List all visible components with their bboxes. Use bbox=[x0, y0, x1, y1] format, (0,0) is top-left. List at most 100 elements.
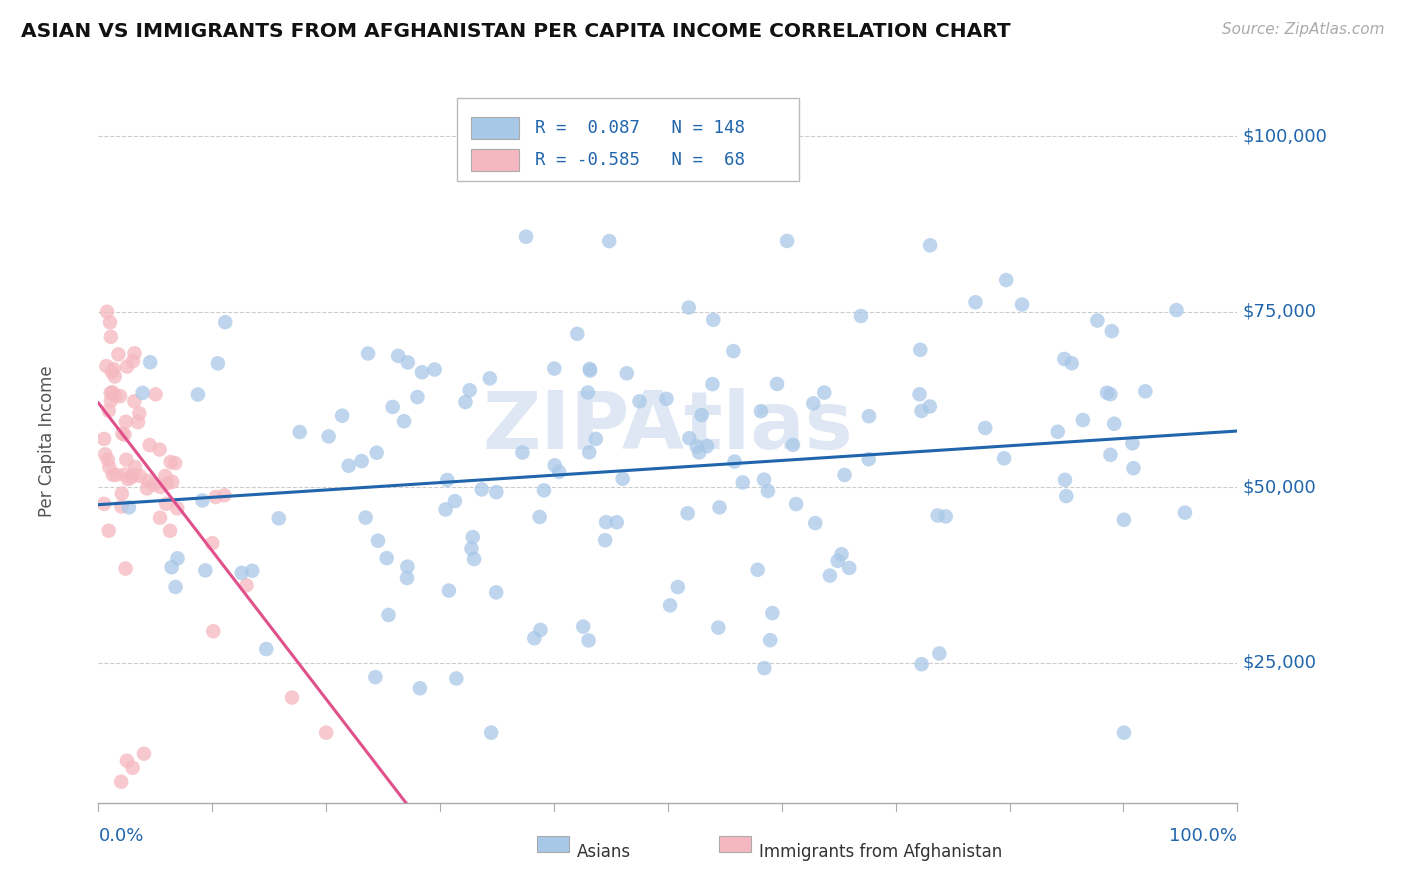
Point bbox=[485, 485, 508, 500]
Point bbox=[337, 458, 360, 473]
Point bbox=[702, 313, 724, 327]
Point bbox=[834, 467, 856, 482]
Point bbox=[754, 661, 776, 675]
Point bbox=[114, 561, 136, 575]
Point bbox=[214, 315, 236, 329]
Point bbox=[110, 774, 132, 789]
Point bbox=[191, 493, 214, 508]
Point bbox=[160, 560, 183, 574]
Point bbox=[731, 475, 754, 490]
Text: 0.0%: 0.0% bbox=[98, 828, 143, 846]
Point bbox=[1102, 417, 1125, 431]
Text: ZIPAtlas: ZIPAtlas bbox=[482, 388, 853, 467]
Point bbox=[145, 387, 167, 401]
Point bbox=[392, 414, 415, 428]
Point bbox=[785, 497, 807, 511]
Point bbox=[354, 510, 377, 524]
Point bbox=[114, 427, 136, 442]
Point bbox=[595, 515, 617, 529]
Point bbox=[572, 619, 595, 633]
Point bbox=[688, 445, 710, 459]
Point bbox=[201, 536, 224, 550]
Point bbox=[458, 383, 481, 397]
Point bbox=[214, 488, 236, 502]
Point bbox=[1099, 448, 1122, 462]
Point bbox=[723, 454, 745, 468]
Point bbox=[512, 445, 534, 459]
Point bbox=[676, 506, 699, 520]
Point bbox=[1054, 489, 1077, 503]
Point bbox=[678, 301, 700, 315]
Point bbox=[579, 363, 602, 377]
Point bbox=[776, 234, 799, 248]
Point bbox=[132, 747, 155, 761]
Point bbox=[910, 343, 932, 357]
Point bbox=[995, 273, 1018, 287]
Point bbox=[142, 477, 165, 491]
Text: Asians: Asians bbox=[576, 843, 631, 861]
Point bbox=[578, 633, 600, 648]
Point bbox=[411, 365, 433, 379]
Point bbox=[659, 599, 682, 613]
Point bbox=[115, 359, 138, 374]
Point bbox=[628, 394, 651, 409]
Point bbox=[367, 533, 389, 548]
Point bbox=[723, 344, 745, 359]
Point bbox=[121, 761, 143, 775]
Point bbox=[1112, 513, 1135, 527]
Point bbox=[315, 725, 337, 739]
Point bbox=[166, 501, 188, 516]
Point bbox=[139, 355, 162, 369]
Point bbox=[124, 346, 146, 360]
Point bbox=[479, 725, 502, 739]
Point bbox=[804, 516, 827, 530]
Point bbox=[858, 452, 880, 467]
Point bbox=[114, 415, 136, 429]
Point bbox=[974, 421, 997, 435]
Text: 100.0%: 100.0% bbox=[1170, 828, 1237, 846]
Point bbox=[463, 552, 485, 566]
Point bbox=[138, 438, 160, 452]
Point bbox=[120, 470, 142, 484]
Point bbox=[122, 467, 145, 482]
Point bbox=[98, 315, 121, 329]
Point bbox=[515, 229, 537, 244]
Point bbox=[444, 494, 467, 508]
Point bbox=[446, 672, 468, 686]
Point bbox=[207, 356, 229, 370]
Point bbox=[124, 394, 146, 409]
Point bbox=[686, 439, 709, 453]
Point bbox=[100, 365, 122, 379]
Point bbox=[543, 361, 565, 376]
Point bbox=[460, 541, 482, 556]
Point bbox=[148, 442, 170, 457]
Point bbox=[838, 561, 860, 575]
Point bbox=[576, 385, 599, 400]
Point bbox=[98, 460, 121, 475]
Point bbox=[115, 452, 138, 467]
Point bbox=[231, 566, 253, 580]
Point bbox=[696, 439, 718, 453]
Point bbox=[858, 409, 880, 424]
Point bbox=[114, 467, 136, 482]
Point bbox=[318, 429, 340, 443]
Point bbox=[387, 349, 409, 363]
Point bbox=[97, 452, 120, 467]
Point bbox=[485, 585, 508, 599]
Point bbox=[129, 469, 152, 483]
Point bbox=[928, 647, 950, 661]
Point bbox=[156, 476, 179, 491]
Point bbox=[616, 366, 638, 380]
Point bbox=[406, 390, 429, 404]
Point bbox=[93, 432, 115, 446]
Point bbox=[288, 425, 311, 439]
Point bbox=[1174, 506, 1197, 520]
Point bbox=[918, 400, 941, 414]
Point bbox=[678, 431, 700, 445]
Point bbox=[97, 524, 120, 538]
Point bbox=[235, 578, 257, 592]
Point bbox=[756, 483, 779, 498]
Bar bbox=[471, 117, 519, 139]
Bar bbox=[537, 836, 569, 852]
Point bbox=[437, 583, 460, 598]
